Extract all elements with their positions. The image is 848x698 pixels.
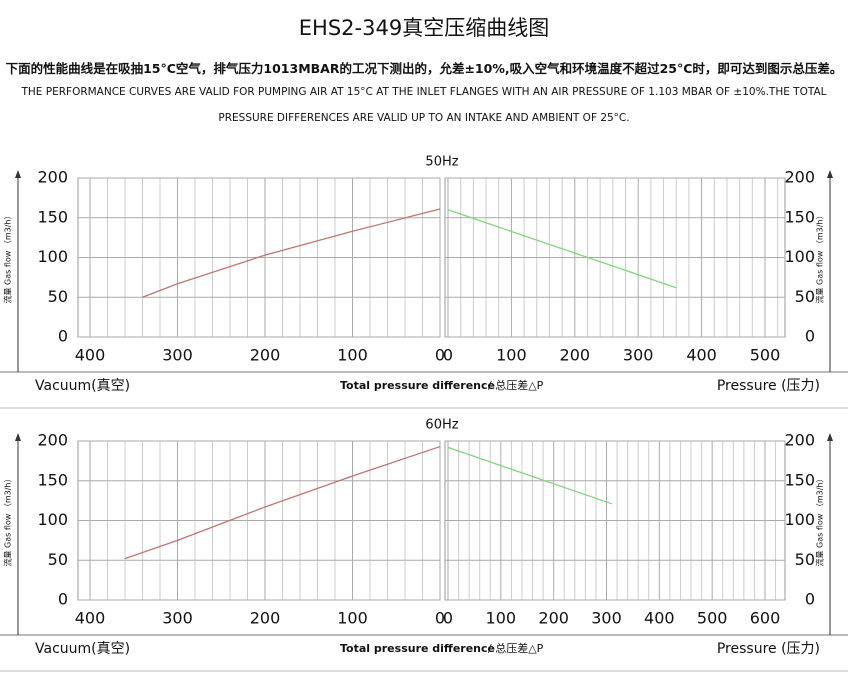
y-tick-label: 50	[795, 550, 815, 569]
x-tick-label: 0	[435, 609, 445, 628]
note-cn: 下面的性能曲线是在吸抽15°C空气，排气压力1013MBAR的工况下测出的，允差…	[5, 61, 843, 76]
x-axis-label: Pressure (压力)	[717, 378, 820, 394]
arrow-head	[827, 170, 833, 178]
note-en: PRESSURE DIFFERENCES ARE VALID UP TO AN …	[218, 112, 630, 124]
y-axis-label: 流量 Gas flow （m3/h）	[3, 474, 13, 566]
y-tick-label: 50	[48, 287, 68, 306]
x-tick-label: 0	[443, 346, 453, 365]
y-tick-label: 50	[795, 287, 815, 306]
y-tick-label: 200	[784, 168, 815, 187]
y-tick-label: 100	[784, 247, 815, 266]
y-tick-label: 0	[58, 327, 68, 346]
x-tick-label: 0	[435, 346, 445, 365]
x-tick-label: 300	[623, 346, 654, 365]
y-tick-label: 200	[784, 431, 815, 450]
x-tick-label: 400	[75, 609, 106, 628]
x-tick-label: 200	[538, 609, 569, 628]
x-tick-label: 400	[75, 346, 106, 365]
arrow-head	[15, 433, 21, 441]
title: EHS2-349真空压缩曲线图	[298, 16, 550, 40]
x-tick-label: 300	[162, 609, 193, 628]
arrow-head	[15, 170, 21, 178]
y-tick-label: 100	[784, 510, 815, 529]
x-tick-label: 500	[750, 346, 781, 365]
x-tick-label: 100	[496, 346, 527, 365]
y-tick-label: 0	[805, 327, 815, 346]
x-axis-label: Vacuum(真空)	[35, 641, 130, 657]
y-tick-label: 200	[37, 431, 68, 450]
y-tick-label: 200	[37, 168, 68, 187]
y-tick-label: 100	[37, 510, 68, 529]
x-tick-label: 200	[250, 346, 281, 365]
y-axis-label: 流量 Gas flow （m3/h）	[815, 474, 825, 566]
x-tick-label: 100	[337, 346, 368, 365]
arrow-head	[827, 433, 833, 441]
x-tick-label: 200	[560, 346, 591, 365]
y-axis-label: 流量 Gas flow （m3/h）	[3, 211, 13, 303]
y-tick-label: 100	[37, 247, 68, 266]
y-tick-label: 150	[784, 470, 815, 489]
note-en: THE PERFORMANCE CURVES ARE VALID FOR PUM…	[21, 86, 827, 98]
x-tick-label: 100	[486, 609, 517, 628]
curve	[447, 209, 677, 289]
x-tick-label: 300	[162, 346, 193, 365]
curve	[124, 445, 441, 560]
y-tick-label: 50	[48, 550, 68, 569]
chart-title: 60Hz	[425, 418, 458, 433]
x-tick-label: 400	[644, 609, 675, 628]
y-axis-label: 流量 Gas flow （m3/h）	[815, 211, 825, 303]
x-axis-label: Total pressure difference	[340, 379, 495, 392]
x-tick-label: 200	[250, 609, 281, 628]
x-tick-label: 100	[337, 609, 368, 628]
y-tick-label: 150	[37, 470, 68, 489]
x-tick-label: 400	[686, 346, 717, 365]
x-tick-label: 600	[750, 609, 781, 628]
chart-title: 50Hz	[425, 155, 458, 170]
curve	[447, 446, 612, 505]
x-axis-label: Vacuum(真空)	[35, 378, 130, 394]
curve	[142, 208, 441, 298]
y-tick-label: 150	[784, 207, 815, 226]
x-axis-label: / 总压差△P	[488, 641, 544, 655]
x-tick-label: 300	[591, 609, 622, 628]
x-tick-label: 0	[443, 609, 453, 628]
x-axis-label: / 总压差△P	[488, 378, 544, 392]
y-tick-label: 0	[805, 590, 815, 609]
x-axis-label: Total pressure difference	[340, 642, 495, 655]
y-tick-label: 150	[37, 207, 68, 226]
y-tick-label: 0	[58, 590, 68, 609]
x-tick-label: 500	[697, 609, 728, 628]
x-axis-label: Pressure (压力)	[717, 641, 820, 657]
